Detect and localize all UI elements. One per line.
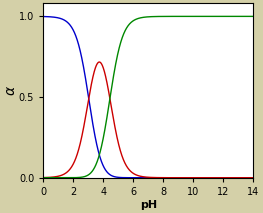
X-axis label: pH: pH [140,200,157,210]
Y-axis label: α: α [3,86,17,95]
